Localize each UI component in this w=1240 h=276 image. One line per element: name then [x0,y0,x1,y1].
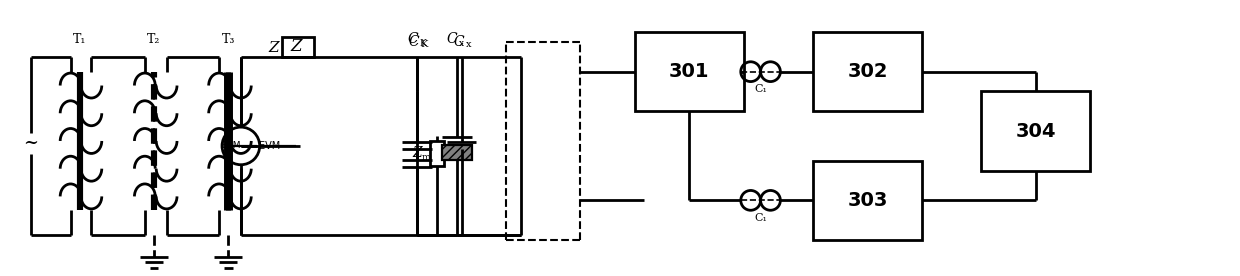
Bar [283,37,314,57]
Text: T₃: T₃ [222,33,234,46]
Text: Z: Z [290,38,303,55]
Bar [981,91,1090,171]
Text: C₁: C₁ [754,84,768,94]
Bar [813,161,921,240]
Bar [430,141,444,166]
Text: x: x [466,41,471,49]
Text: C₁: C₁ [754,213,768,223]
Text: Z: Z [412,146,422,160]
Text: T₁: T₁ [73,33,87,46]
Text: m: m [422,153,430,162]
Bar [441,145,471,160]
Text: C: C [446,32,458,46]
Text: C: C [407,32,418,46]
Bar [259,37,298,59]
Text: Z: Z [268,41,279,55]
Bar [262,39,296,57]
Text: 304: 304 [1016,121,1056,140]
Text: C: C [454,35,464,49]
Bar [635,32,744,111]
Text: EVM: EVM [221,141,241,150]
Text: 303: 303 [847,191,888,210]
Text: 302: 302 [847,62,888,81]
Text: 301: 301 [670,62,709,81]
Text: C: C [409,35,419,49]
Text: x: x [459,39,464,49]
Text: T₂: T₂ [148,33,161,46]
Text: ~: ~ [24,134,38,152]
Text: K: K [419,39,425,49]
Text: K: K [420,41,428,49]
Text: EVM: EVM [259,141,280,151]
Bar [813,32,921,111]
